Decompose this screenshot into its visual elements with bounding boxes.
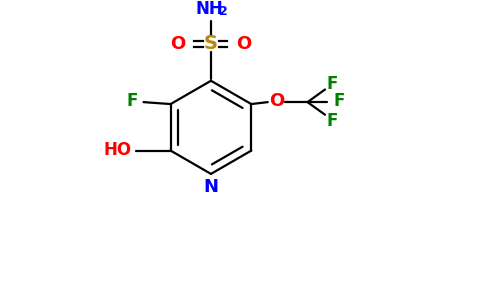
Text: F: F xyxy=(334,92,345,110)
Text: O: O xyxy=(236,35,252,53)
Text: NH: NH xyxy=(195,0,223,18)
Text: O: O xyxy=(269,92,284,110)
Text: F: F xyxy=(126,92,137,110)
Text: 2: 2 xyxy=(219,5,228,18)
Text: HO: HO xyxy=(104,141,132,159)
Text: S: S xyxy=(204,34,218,53)
Text: O: O xyxy=(170,35,185,53)
Text: F: F xyxy=(326,112,337,130)
Text: N: N xyxy=(203,178,218,196)
Text: F: F xyxy=(326,75,337,93)
